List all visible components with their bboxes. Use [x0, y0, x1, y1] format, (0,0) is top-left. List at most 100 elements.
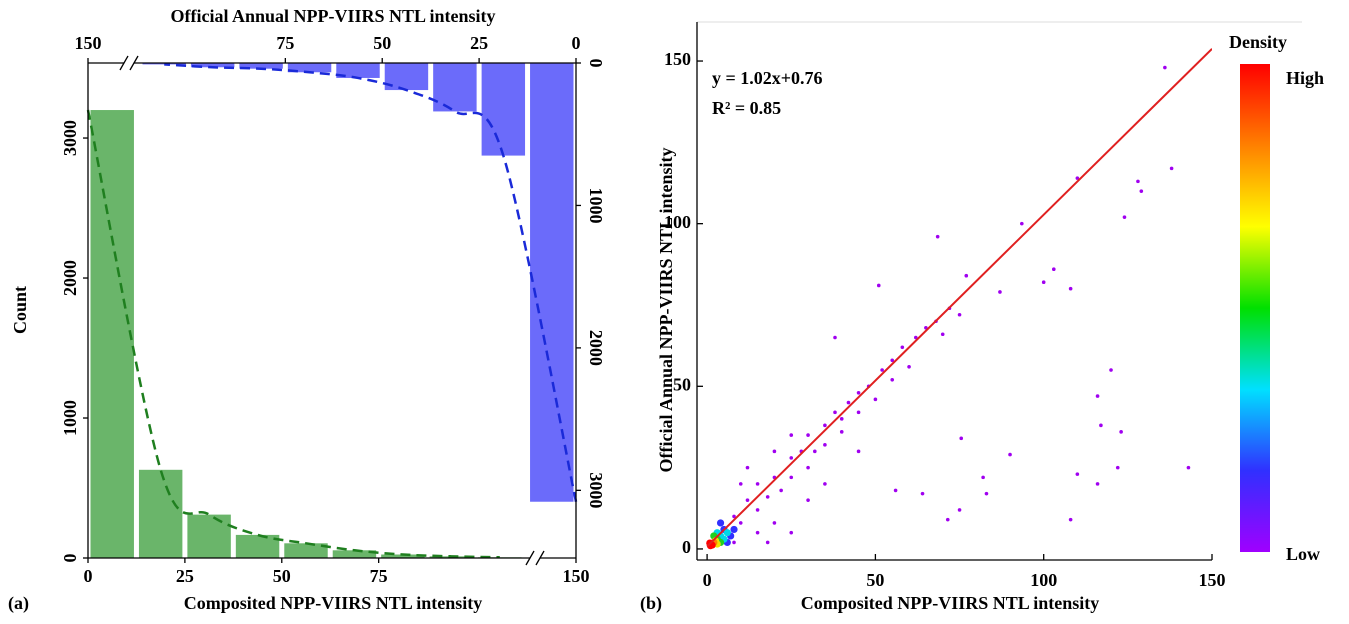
x-tick-label: 0 [84, 566, 93, 586]
bar [433, 63, 477, 112]
point [1051, 267, 1056, 272]
bar [332, 550, 377, 558]
point [806, 498, 810, 502]
point [789, 456, 794, 460]
point [900, 345, 905, 350]
point [890, 358, 895, 363]
point [1119, 430, 1123, 434]
point [1095, 482, 1100, 486]
point [846, 400, 851, 405]
point [856, 391, 861, 395]
point [1099, 423, 1103, 428]
point [998, 290, 1002, 294]
point [732, 540, 736, 545]
colorbar [1240, 64, 1270, 552]
point [957, 312, 962, 317]
point [1169, 166, 1174, 171]
bar [187, 514, 231, 558]
x2-tick-label: 25 [470, 33, 488, 53]
point [1008, 452, 1012, 457]
x-tick-label: 50 [866, 570, 884, 590]
point [1186, 465, 1191, 470]
bar [239, 63, 283, 69]
point [823, 482, 827, 486]
x-tick-label: 0 [703, 570, 712, 590]
x2-tick-label: 50 [373, 33, 391, 53]
y2-tick-label: 2000 [586, 330, 606, 366]
bar [336, 63, 380, 78]
point [893, 488, 898, 493]
point [1115, 465, 1120, 470]
bar [190, 63, 235, 68]
x-tick-label: 25 [176, 566, 194, 586]
point [823, 443, 827, 447]
point [745, 498, 750, 502]
point [907, 364, 911, 369]
fit-curve [86, 109, 500, 559]
fit-line [706, 48, 1212, 548]
point [856, 449, 861, 454]
point [723, 529, 731, 537]
point [772, 449, 777, 454]
bar [90, 110, 134, 559]
point [984, 491, 989, 496]
fit-equation: y = 1.02x+0.76 [712, 68, 823, 88]
bar [138, 469, 183, 558]
point [876, 283, 881, 288]
point [789, 475, 794, 480]
point [823, 423, 827, 428]
point [940, 332, 945, 337]
x2-tick-label: 75 [276, 33, 294, 53]
point [913, 335, 918, 340]
x2-tick-label: 0 [572, 33, 581, 53]
axis-break [525, 550, 535, 566]
plot-area [706, 48, 1212, 550]
y2-tick-label: 3000 [586, 472, 606, 508]
point [1075, 472, 1080, 476]
point [957, 508, 962, 512]
axis-break [119, 55, 129, 71]
point [1122, 215, 1127, 219]
point [1109, 368, 1113, 372]
point [1163, 65, 1167, 70]
x2-tick-label: 150 [75, 33, 102, 53]
bar [287, 63, 332, 73]
point [920, 491, 925, 496]
point [945, 517, 950, 522]
panel-label: (a) [8, 593, 29, 614]
y-tick-label: 2000 [60, 260, 80, 296]
point [1139, 189, 1144, 193]
y2-tick-label: 0 [586, 59, 606, 68]
point [1041, 280, 1046, 285]
point [959, 436, 964, 441]
point [873, 397, 878, 402]
point [813, 449, 817, 454]
y-tick-label: 1000 [60, 400, 80, 436]
point [716, 519, 725, 527]
r-squared: R² = 0.85 [712, 98, 781, 118]
bar [142, 63, 186, 65]
x2-axis-label: Official Annual NPP-VIIRS NTL intensity [170, 6, 495, 26]
point [732, 514, 736, 519]
x-axis-label: Composited NPP-VIIRS NTL intensity [801, 593, 1100, 613]
point [779, 488, 783, 493]
point [755, 508, 760, 512]
panel-label: (b) [640, 593, 662, 614]
point [964, 273, 969, 278]
y-tick-label: 150 [664, 49, 691, 69]
y-tick-label: 100 [664, 212, 691, 232]
colorbar-high: High [1286, 68, 1324, 88]
bar [530, 63, 574, 502]
point [856, 410, 861, 415]
point [765, 540, 770, 545]
point [789, 530, 794, 535]
point [738, 521, 743, 525]
point [1068, 517, 1073, 522]
point [755, 530, 760, 535]
colorbar-low: Low [1286, 544, 1320, 564]
axis-break [535, 550, 545, 566]
x-tick-label: 150 [563, 566, 590, 586]
point [890, 377, 895, 382]
point [1068, 286, 1073, 291]
